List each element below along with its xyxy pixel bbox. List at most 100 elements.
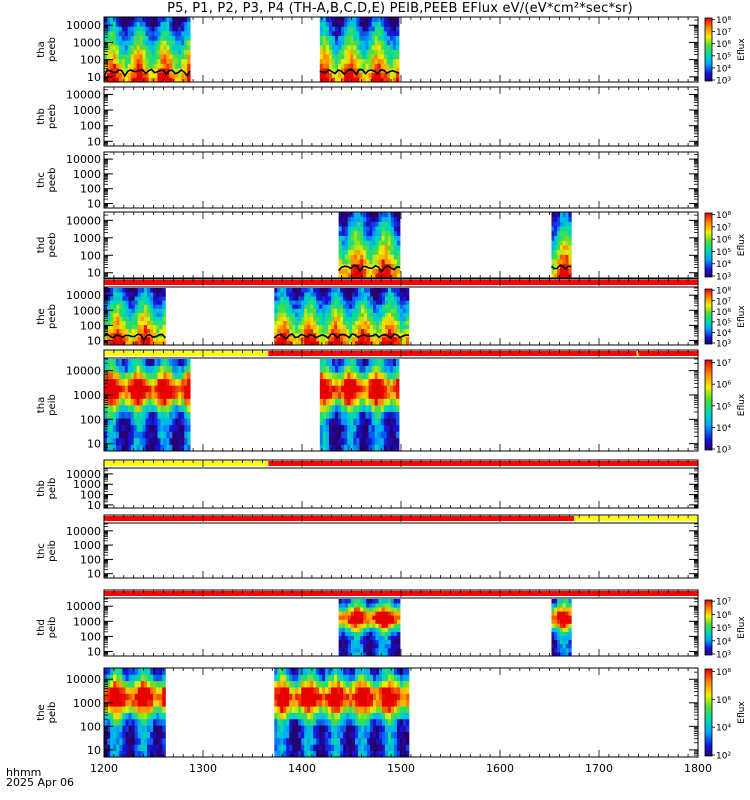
- y-tick-label: 100: [80, 489, 101, 502]
- y-tick-label: 100: [80, 319, 101, 332]
- y-tick-label: 1000: [73, 615, 101, 628]
- panel-thc-peeb: 10 100 1000 10000 thc peeb: [36, 151, 699, 211]
- colorbar-tick-label: 10³: [716, 340, 731, 350]
- y-tick-label: 1000: [73, 389, 101, 402]
- panel-label: peib: [47, 540, 58, 562]
- panel-tha-peib: 10 100 1000 10000 tha peib 10³ 10⁴ 10⁵ 10⁶ 10⁷ Eflu…: [36, 349, 747, 456]
- panel-thb-peeb: 10 100 1000 10000 thb peeb: [36, 86, 699, 148]
- y-tick-label: 1000: [73, 478, 101, 491]
- x-tick-label: 1300: [189, 762, 217, 775]
- y-tick-label: 10000: [66, 289, 101, 302]
- colorbar-label: Eflux: [737, 701, 747, 724]
- panel-label: thd: [36, 237, 47, 254]
- y-tick-label: 100: [80, 120, 101, 133]
- colorbar: 10³ 10⁴ 10⁵ 10⁶ 10⁷ Eflux: [704, 598, 747, 661]
- panel-label: peeb: [47, 37, 58, 62]
- panel-frame: [103, 589, 699, 657]
- y-tick-label: 100: [80, 720, 101, 733]
- spectrogram-interval: [104, 668, 166, 758]
- spacecraft-potential-line: [319, 68, 400, 76]
- y-tick-label: 100: [80, 54, 101, 67]
- colorbar-tick-label: 10⁵: [716, 52, 731, 62]
- status-bar-segment: [104, 516, 575, 521]
- panel-label: thb: [36, 480, 47, 497]
- colorbar-tick-label: 10²: [716, 752, 731, 762]
- panel-label: peeb: [47, 168, 58, 193]
- y-tick-label: 10000: [66, 600, 101, 613]
- colorbar-label: Eflux: [737, 393, 747, 416]
- colorbar-tick-label: 10⁶: [716, 696, 731, 706]
- y-tick-label: 10000: [66, 365, 101, 378]
- x-tick-label: 1600: [486, 762, 514, 775]
- y-tick-label: 10: [87, 198, 101, 211]
- y-tick-label: 1000: [73, 104, 101, 117]
- panel-label: peib: [47, 478, 58, 500]
- colorbar-tick-label: 10³: [716, 446, 731, 456]
- colorbar-label: Eflux: [737, 616, 747, 639]
- y-tick-label: 10000: [66, 214, 101, 227]
- spectrogram-interval: [338, 212, 401, 279]
- panel-thd-peib: 10 100 1000 10000 thd peib 10³ 10⁴ 10⁵ 10⁶ 10⁷ Eflu…: [36, 589, 747, 661]
- colorbar-tick-label: 10⁷: [716, 297, 731, 307]
- status-bar-segment: [104, 351, 269, 356]
- panel-frame: [103, 86, 699, 147]
- y-tick-label: 1000: [73, 304, 101, 317]
- spectrogram-interval: [338, 599, 401, 657]
- colorbar: 10³ 10⁴ 10⁵ 10⁶ 10⁷ Eflux: [704, 359, 747, 456]
- status-bar-segment: [268, 351, 637, 356]
- status-bar-segment: [574, 516, 698, 521]
- colorbar-tick-label: 10⁵: [716, 624, 731, 634]
- colorbar-tick-label: 10³: [716, 77, 731, 87]
- colorbar-tick-label: 10⁴: [716, 637, 731, 647]
- panel-label: peib: [47, 702, 58, 724]
- x-tick-label: 1500: [387, 762, 415, 775]
- y-tick-label: 10000: [66, 88, 101, 101]
- status-bar-segment: [104, 461, 269, 466]
- y-tick-label: 10000: [66, 468, 101, 481]
- panel-label: the: [36, 308, 47, 324]
- panel-label: peeb: [47, 233, 58, 258]
- chart-title: P5, P1, P2, P3, P4 (TH-A,B,C,D,E) PEIB,P…: [167, 1, 633, 16]
- y-tick-label: 1000: [73, 539, 101, 552]
- colorbar-tick-label: 10⁵: [716, 318, 731, 328]
- y-tick-label: 10000: [66, 153, 101, 166]
- colorbar-tick-label: 10⁴: [716, 260, 731, 270]
- panel-thd-peeb: 10 100 1000 10000 thd peeb 10³ 10⁴ 10⁵ 10⁶ 10⁷ 10⁸ E…: [36, 211, 747, 282]
- status-bar-segment: [638, 351, 698, 356]
- spectrogram-interval: [274, 288, 410, 346]
- colorbar-tick-label: 10⁶: [716, 236, 731, 246]
- spacecraft-potential-line: [550, 264, 572, 271]
- colorbar-tick-label: 10⁷: [716, 28, 731, 38]
- x-tick-label: 1400: [288, 762, 316, 775]
- y-tick-label: 1000: [73, 168, 101, 181]
- y-tick-label: 10: [87, 438, 101, 451]
- colorbar-label: Eflux: [737, 305, 747, 328]
- colorbar-tick-label: 10⁸: [716, 16, 731, 26]
- x-axis-label: hhmm: [6, 766, 42, 779]
- spacecraft-potential-line: [273, 333, 409, 341]
- panel-label: tha: [36, 397, 47, 413]
- y-tick-label: 10: [87, 135, 101, 148]
- colorbar-tick-label: 10⁷: [716, 598, 731, 608]
- colorbar-tick-label: 10⁸: [716, 668, 731, 678]
- colorbar-label: Eflux: [737, 38, 747, 61]
- y-tick-label: 10000: [66, 19, 101, 32]
- spectrogram-interval: [319, 17, 400, 83]
- spacecraft-potential-line: [338, 264, 401, 273]
- spectrogram-interval: [319, 359, 400, 452]
- y-tick-label: 100: [80, 553, 101, 566]
- spacecraft-potential-line: [103, 68, 191, 78]
- colorbar-label: Eflux: [737, 233, 747, 256]
- status-bar-segment: [268, 461, 698, 466]
- panel-label: thd: [36, 619, 47, 636]
- panel-tha-peeb: 10 100 1000 10000 tha peeb 10³ 10⁴ 10⁵ 10⁶ 10⁷ 10⁸ E…: [36, 16, 747, 86]
- y-tick-label: 10000: [66, 525, 101, 538]
- colorbar-tick-label: 10⁶: [716, 381, 731, 391]
- y-tick-label: 10000: [66, 673, 101, 686]
